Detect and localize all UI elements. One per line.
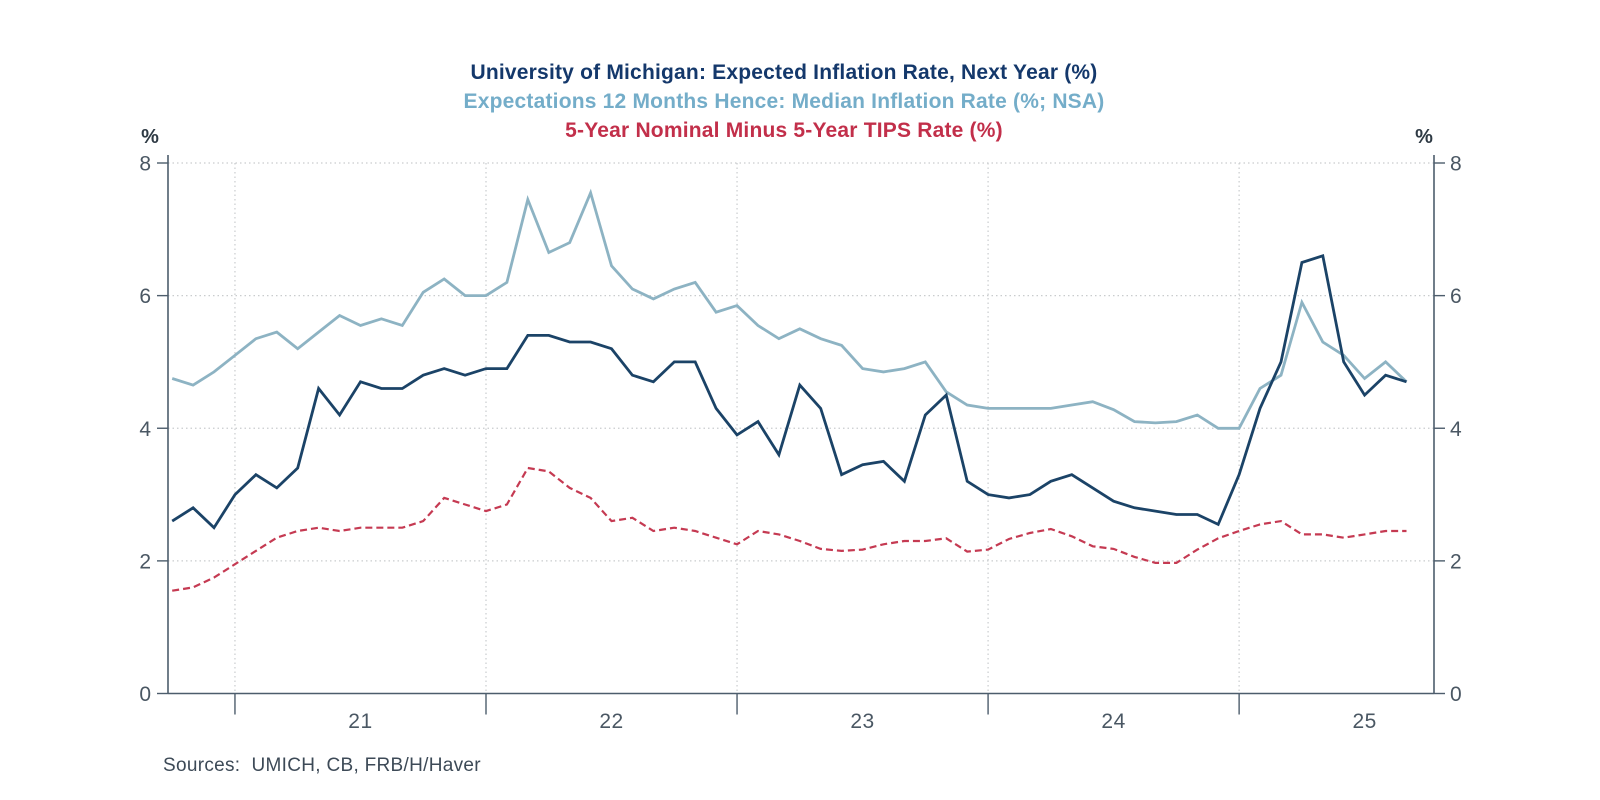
chart-title-line-3: 5-Year Nominal Minus 5-Year TIPS Rate (%… <box>565 119 1003 142</box>
left-axis-unit-label: % <box>141 126 159 148</box>
right-y-tick-label-6: 6 <box>1450 285 1462 308</box>
right-axis-unit-label: % <box>1415 126 1433 148</box>
left-y-tick-label-6: 6 <box>139 285 151 308</box>
right-y-tick-label-2: 2 <box>1450 550 1462 573</box>
right-y-tick-label-0: 0 <box>1450 683 1462 706</box>
x-year-label-25: 25 <box>1352 710 1376 733</box>
x-year-label-24: 24 <box>1101 710 1125 733</box>
left-y-tick-label-8: 8 <box>139 153 151 176</box>
x-year-label-22: 22 <box>599 710 623 733</box>
plot-area: 8 86 64 42 20 021 22 23 24 25 <box>139 153 1462 734</box>
series-line-5y-breakeven <box>172 466 1407 592</box>
chart-title-line-2: Expectations 12 Months Hence: Median Inf… <box>464 90 1105 113</box>
x-year-label-23: 23 <box>850 710 874 733</box>
series-line-cb-expectations-median <box>171 188 1408 430</box>
left-y-tick-label-4: 4 <box>139 418 151 441</box>
left-y-tick-label-0: 0 <box>139 683 151 706</box>
chart-title-line-1: University of Michigan: Expected Inflati… <box>471 61 1098 84</box>
x-year-label-21: 21 <box>348 710 372 733</box>
left-y-tick-label-2: 2 <box>139 550 151 573</box>
right-y-tick-label-8: 8 <box>1450 153 1462 176</box>
source-note: Sources: UMICH, CB, FRB/H/Haver <box>163 755 481 776</box>
series-line-umich-expected-inflation <box>171 253 1407 530</box>
right-y-tick-label-4: 4 <box>1450 418 1462 441</box>
